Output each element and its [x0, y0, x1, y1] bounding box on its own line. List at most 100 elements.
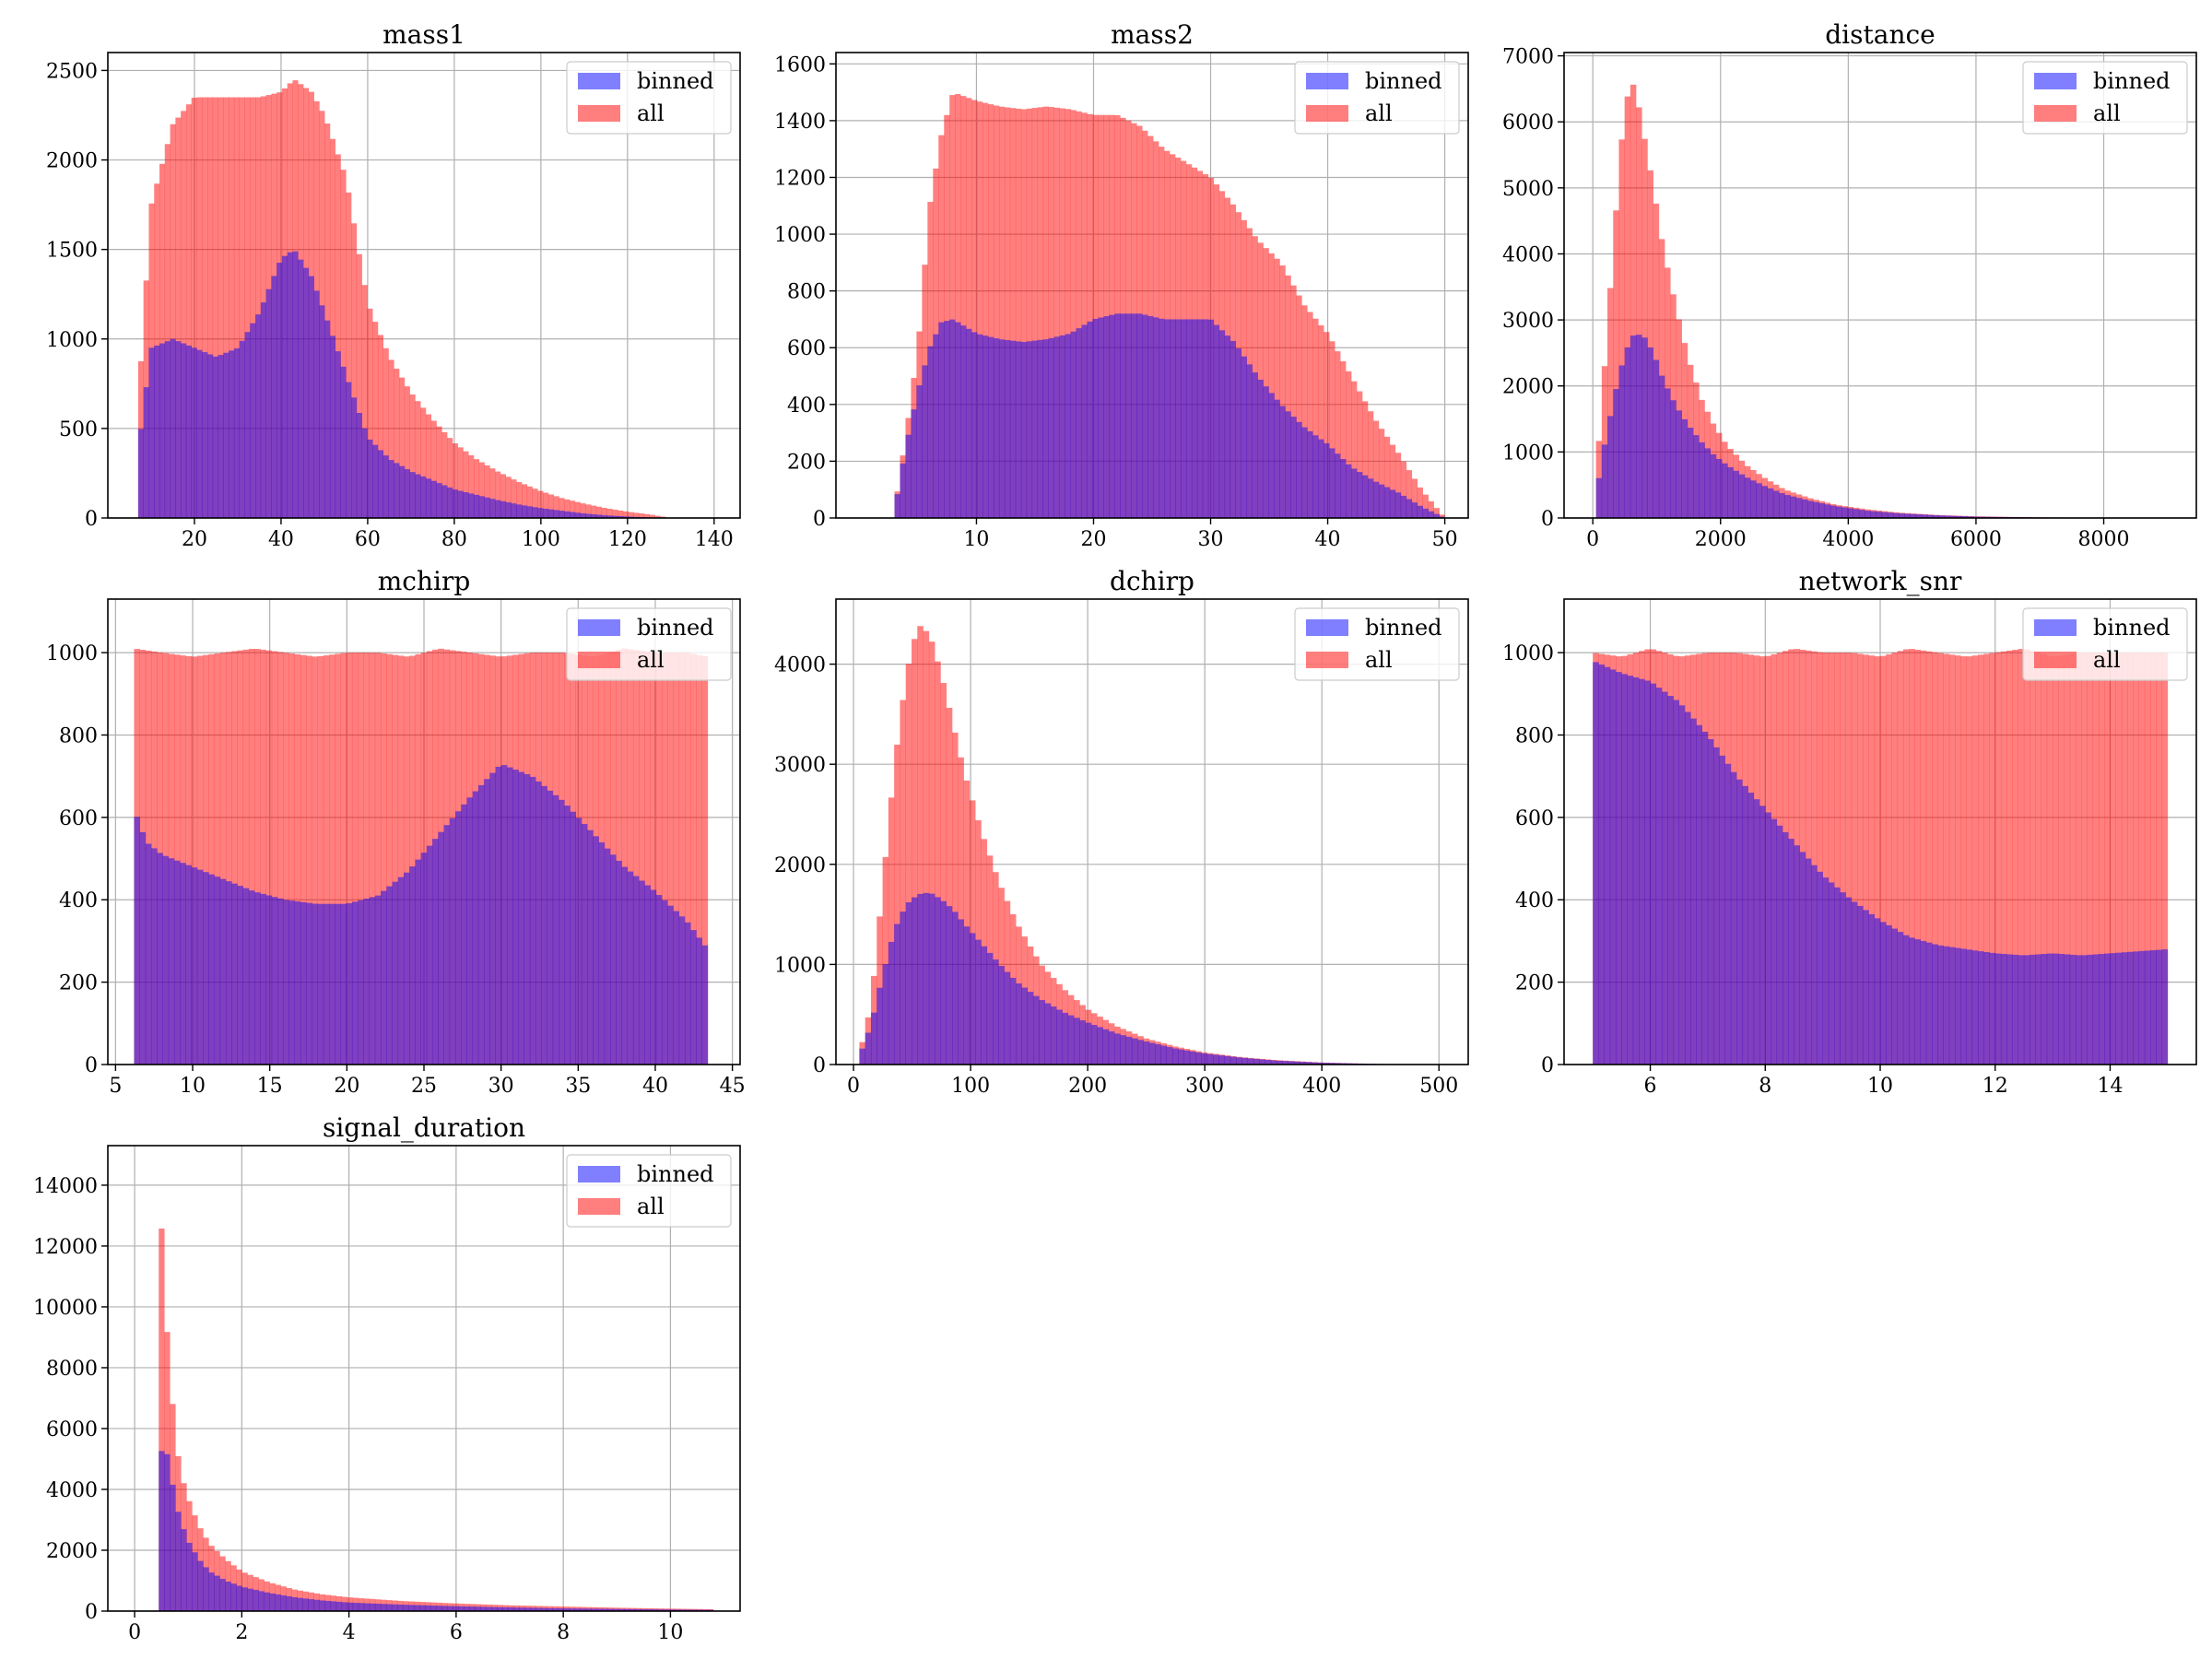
- bar-all: [543, 492, 549, 518]
- bar-all: [1274, 258, 1280, 518]
- bar-binned: [1009, 977, 1017, 1065]
- x-tick-label: 120: [608, 528, 647, 551]
- bar-all: [894, 744, 900, 1065]
- bar-binned: [297, 1597, 303, 1611]
- bar-binned: [1593, 662, 1599, 1065]
- bar-binned: [662, 900, 668, 1065]
- bar-all: [1636, 107, 1642, 518]
- bar-binned: [1290, 417, 1297, 518]
- bar-all: [425, 414, 432, 518]
- bar-binned: [2041, 954, 2048, 1065]
- bar-binned: [1655, 688, 1663, 1065]
- bar-binned: [495, 766, 502, 1065]
- bar-all: [323, 655, 330, 1065]
- bar-all: [1059, 108, 1065, 518]
- bar-all: [1268, 253, 1275, 518]
- bar-all: [998, 106, 1006, 519]
- bar-binned: [655, 895, 663, 1065]
- bar-binned: [993, 338, 1000, 518]
- bar-binned: [2035, 954, 2041, 1065]
- bar-binned: [1858, 510, 1865, 518]
- bar-all: [1070, 110, 1077, 519]
- y-tick-label: 2500: [46, 60, 98, 83]
- bar-binned: [552, 794, 559, 1065]
- bar-binned: [1324, 442, 1330, 518]
- bar-all: [250, 97, 256, 519]
- bar-all: [639, 513, 645, 518]
- bar-binned: [574, 1608, 581, 1611]
- bar-binned: [248, 890, 255, 1065]
- legend-swatch-binned: [578, 73, 620, 89]
- bar-all: [1335, 351, 1341, 518]
- bar-binned: [1616, 672, 1622, 1065]
- bar-binned: [1053, 336, 1060, 518]
- x-tick-label: 40: [268, 528, 294, 551]
- bar-all: [191, 656, 198, 1065]
- bar-binned: [696, 937, 702, 1065]
- bar-binned: [346, 903, 353, 1065]
- bar-binned: [2018, 955, 2025, 1065]
- bar-binned: [1074, 1018, 1080, 1065]
- bar-binned: [563, 1608, 570, 1611]
- bar-binned: [1218, 330, 1226, 518]
- panel-dchirp: 0 100 200 300 400 500 0 1000 2000 3000 4000 dchirp b…: [774, 566, 1469, 1098]
- bar-binned: [473, 494, 480, 518]
- panel-signal_duration: 0 2 4 6 8 10 0 2000 4000 6000 8000 10000 12000 14000 s…: [33, 1112, 741, 1644]
- axes-frame: [835, 52, 1469, 519]
- bar-all: [1960, 656, 1967, 1065]
- bar-all: [495, 471, 501, 518]
- bar-binned: [226, 881, 232, 1065]
- bar-binned: [1794, 845, 1800, 1065]
- bar-all: [2076, 653, 2082, 1065]
- bar-binned: [966, 328, 972, 518]
- y-tick-label: 0: [813, 1054, 826, 1077]
- bar-binned: [1383, 487, 1391, 518]
- bar-binned: [507, 767, 513, 1065]
- legend-label-all: all: [2093, 647, 2121, 673]
- bar-all: [288, 653, 296, 1065]
- bar-binned: [1087, 321, 1093, 518]
- bar-binned: [1004, 971, 1011, 1065]
- bar-binned: [253, 1590, 259, 1611]
- bar-binned: [1851, 901, 1858, 1065]
- bar-all: [415, 653, 421, 1065]
- bar-all: [1329, 341, 1335, 518]
- bar-binned: [1887, 512, 1894, 518]
- bar-all: [662, 653, 668, 1065]
- bar-binned: [977, 334, 983, 518]
- axes-frame: [1563, 52, 2197, 519]
- bar-all: [382, 347, 389, 518]
- bar-binned: [1016, 982, 1022, 1065]
- bar-all: [1971, 655, 1979, 1065]
- legend-label-binned: binned: [637, 1161, 714, 1187]
- bar-binned: [241, 1587, 248, 1611]
- y-tick-label: 200: [1515, 972, 1554, 995]
- bar-all: [1037, 107, 1044, 518]
- bar-binned: [271, 897, 278, 1065]
- bar-binned: [1784, 495, 1791, 518]
- bar-all: [1372, 420, 1380, 518]
- bar-all: [595, 506, 602, 518]
- bar-binned: [330, 1601, 337, 1611]
- bar-binned: [276, 263, 283, 518]
- legend-label-all: all: [1365, 647, 1393, 673]
- bar-binned: [585, 1608, 592, 1611]
- bar-binned: [1125, 313, 1132, 518]
- y-tick-label: 1400: [774, 111, 826, 134]
- bar-binned: [1807, 500, 1814, 518]
- bar-binned: [175, 1512, 182, 1611]
- bar-binned: [2121, 952, 2128, 1065]
- bar-binned: [1933, 515, 1940, 518]
- y-tick-label: 4000: [46, 1479, 98, 1502]
- bar-all: [351, 653, 359, 1065]
- bar-all: [271, 651, 278, 1065]
- bar-binned: [329, 335, 336, 518]
- bar-binned: [1759, 806, 1766, 1065]
- bar-binned: [1102, 1029, 1110, 1065]
- bar-all: [2087, 653, 2094, 1065]
- bar-binned: [1340, 459, 1347, 518]
- bar-binned: [1948, 947, 1956, 1065]
- bar-all: [1834, 653, 1841, 1065]
- bar-binned: [1707, 738, 1714, 1065]
- bar-binned: [351, 901, 359, 1065]
